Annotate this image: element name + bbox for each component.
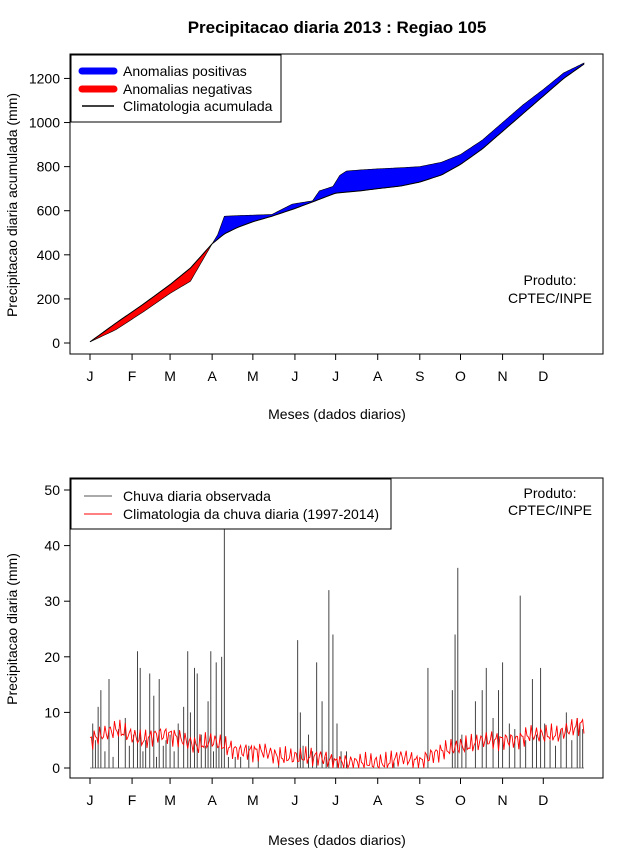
p2-x-tick-label: J <box>291 792 298 808</box>
p2-y-tick-label: 30 <box>44 593 60 609</box>
product-source: CPTEC/INPE <box>508 290 592 306</box>
p1-x-tick-label: S <box>415 368 424 384</box>
legend-label-negative: Anomalias negativas <box>123 81 252 97</box>
p1-y-tick-label: 1200 <box>29 70 60 86</box>
p1-x-tick-label: N <box>498 368 508 384</box>
legend-label-climatology: Climatologia acumulada <box>123 98 273 114</box>
chart-title: Precipitacao diaria 2013 : Regiao 105 <box>188 18 487 37</box>
p2-x-tick-label: A <box>373 792 383 808</box>
p2-x-tick-label: D <box>538 792 548 808</box>
product-label: Produto: <box>524 272 577 288</box>
cumulative-panel: 0 200 400 600 800 1000 1200 J F M A M J J A S O N D Preci… <box>4 53 604 422</box>
observed-bars <box>90 523 584 769</box>
legend: Anomalias positivas Anomalias negativas … <box>70 54 282 123</box>
p1-x-tick-label: M <box>164 368 176 384</box>
p2-x-tick-label: J <box>87 792 94 808</box>
product-label: Produto: <box>524 485 577 501</box>
legend: Chuva diaria observada Climatologia da c… <box>70 478 392 530</box>
p1-x-tick-label: O <box>455 368 466 384</box>
y-axis: 0 10 20 30 40 50 <box>44 482 70 776</box>
legend-box <box>70 478 392 530</box>
p1-x-tick-label: J <box>87 368 94 384</box>
p2-x-tick-label: O <box>455 792 466 808</box>
p1-x-tick-label: D <box>538 368 548 384</box>
daily-panel: 0 10 20 30 40 50 J F M A M J J A S O N D Precipitacao di… <box>4 477 604 848</box>
x-axis-label: Meses (dados diarios) <box>268 832 406 848</box>
p1-y-tick-label: 800 <box>37 159 61 175</box>
p1-x-tick-label: F <box>128 368 137 384</box>
y-axis-label: Precipitacao diaria acumulada (mm) <box>4 93 20 317</box>
p2-x-tick-label: S <box>415 792 424 808</box>
p2-y-tick-label: 20 <box>44 649 60 665</box>
product-source: CPTEC/INPE <box>508 502 592 518</box>
plot-frame <box>69 477 604 779</box>
climatology-daily-line <box>89 717 585 770</box>
p2-y-tick-label: 40 <box>44 538 60 554</box>
p1-y-tick-label: 600 <box>37 203 61 219</box>
climatology-cumulative-line <box>89 63 585 343</box>
p1-x-tick-label: A <box>373 368 383 384</box>
p2-x-tick-label: M <box>247 792 259 808</box>
p1-y-tick-label: 400 <box>37 247 61 263</box>
p1-y-tick-label: 0 <box>52 335 60 351</box>
p2-y-tick-label: 50 <box>44 482 60 498</box>
p2-x-tick-label: A <box>207 792 217 808</box>
x-axis-label: Meses (dados diarios) <box>268 406 406 422</box>
y-axis: 0 200 400 600 800 1000 1200 <box>29 70 70 351</box>
p1-x-tick-label: J <box>332 368 339 384</box>
negative-anomaly-area <box>91 243 213 342</box>
plot-frame <box>69 53 604 355</box>
p1-x-tick-label: J <box>291 368 298 384</box>
p1-x-tick-label: M <box>247 368 259 384</box>
p2-x-tick-label: N <box>498 792 508 808</box>
p2-x-tick-label: M <box>164 792 176 808</box>
y-axis-label: Precipitacao diaria (mm) <box>4 553 20 705</box>
legend-label-positive: Anomalias positivas <box>123 63 247 79</box>
p2-x-tick-label: J <box>332 792 339 808</box>
legend-label-observed: Chuva diaria observada <box>123 488 271 504</box>
p1-y-tick-label: 200 <box>37 291 61 307</box>
p2-y-tick-label: 0 <box>52 760 60 776</box>
p2-x-tick-label: F <box>128 792 137 808</box>
p1-x-tick-label: A <box>207 368 217 384</box>
legend-label-climatology: Climatologia da chuva diaria (1997-2014) <box>123 506 379 522</box>
p2-y-tick-label: 10 <box>44 704 60 720</box>
p1-y-tick-label: 1000 <box>29 115 60 131</box>
